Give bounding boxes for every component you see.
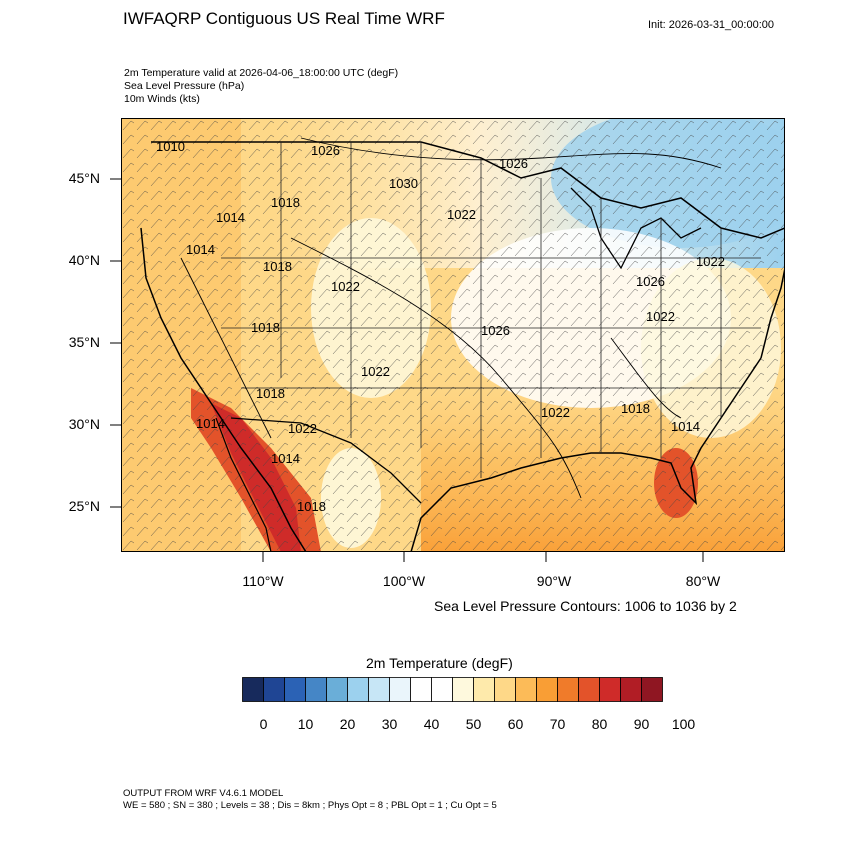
- map-frame: [121, 118, 785, 552]
- state-lines: [221, 142, 761, 478]
- colorbar-label: 80: [591, 716, 608, 732]
- colorbar-swatch: [515, 677, 537, 702]
- lat-label-45: 45°N: [68, 170, 100, 186]
- lon-label-90: 90°W: [536, 573, 572, 589]
- lat-label-30: 30°N: [68, 416, 100, 432]
- isobar-label: 1018: [271, 195, 300, 210]
- colorbar-swatch: [536, 677, 558, 702]
- colorbar-swatch: [431, 677, 453, 702]
- isobar-label: 1022: [646, 309, 675, 324]
- isobar-label: 1022: [541, 405, 570, 420]
- footer-config: WE = 580 ; SN = 380 ; Levels = 38 ; Dis …: [123, 800, 497, 811]
- isobar-label: 1018: [251, 320, 280, 335]
- weather-map: 1026 1026 1030 1022 1018 1014 1014 1010 …: [121, 118, 785, 552]
- great-lakes: [570, 187, 702, 270]
- coastline-west: [140, 227, 307, 552]
- colorbar-swatch: [410, 677, 432, 702]
- isobar-label: 1014: [196, 416, 225, 431]
- colorbar-swatch: [368, 677, 390, 702]
- coastline-baja: [215, 417, 272, 552]
- subtitle-pressure: Sea Level Pressure (hPa): [124, 80, 245, 92]
- colorbar-title: 2m Temperature (degF): [366, 655, 513, 671]
- lon-label-100: 100°W: [382, 573, 426, 589]
- colorbar-swatch: [494, 677, 516, 702]
- subtitle-winds: 10m Winds (kts): [124, 93, 200, 105]
- coastline-east: [760, 267, 785, 359]
- colorbar-label: 30: [381, 716, 398, 732]
- isobar-label: 1022: [696, 254, 725, 269]
- isobar-1018-east: [610, 337, 682, 419]
- isobar-1014-west: [180, 257, 272, 439]
- wind-barbs: [121, 118, 785, 552]
- colorbar-label: 40: [423, 716, 440, 732]
- isobar-label: 1026: [499, 156, 528, 171]
- colorbar-swatch: [242, 677, 264, 702]
- colorbar-swatch: [452, 677, 474, 702]
- isobar-label: 1018: [263, 259, 292, 274]
- lat-ticks: [110, 178, 121, 508]
- isobar-label: 1026: [481, 323, 510, 338]
- isobar-label: 1010: [156, 139, 185, 154]
- colorbar-swatch: [599, 677, 621, 702]
- isobar-label: 1026: [311, 143, 340, 158]
- lon-ticks: [262, 552, 704, 562]
- plot-title: IWFAQRP Contiguous US Real Time WRF: [123, 9, 445, 28]
- isobar-label: 1018: [297, 499, 326, 514]
- isobar-label: 1022: [447, 207, 476, 222]
- colorbar-swatch: [641, 677, 663, 702]
- colorbar-swatch: [578, 677, 600, 702]
- colorbar-swatch: [263, 677, 285, 702]
- lat-label-40: 40°N: [68, 252, 100, 268]
- subtitle-temperature: 2m Temperature valid at 2026-04-06_18:00…: [124, 67, 399, 79]
- colorbar-swatch: [305, 677, 327, 702]
- isobar-label: 1018: [621, 401, 650, 416]
- footer-model: OUTPUT FROM WRF V4.6.1 MODEL: [123, 788, 284, 799]
- isobar-label: 1014: [216, 210, 245, 225]
- colorbar-swatch: [389, 677, 411, 702]
- colorbar-swatch: [473, 677, 495, 702]
- colorbar-label: 10: [297, 716, 314, 732]
- colorbar-swatch: [620, 677, 642, 702]
- isobar-label: 1030: [389, 176, 418, 191]
- coastline-gulf: [410, 357, 762, 552]
- isobar-label: 1018: [256, 386, 285, 401]
- isobar-label: 1014: [271, 451, 300, 466]
- colorbar-swatch: [326, 677, 348, 702]
- colorbar-swatch: [557, 677, 579, 702]
- isobar-label: 1022: [288, 421, 317, 436]
- isobar-1022-central: [290, 237, 582, 499]
- lon-label-80: 80°W: [685, 573, 721, 589]
- colorbar-label: 20: [339, 716, 356, 732]
- lat-label-25: 25°N: [68, 498, 100, 514]
- colorbar-label: 0: [259, 716, 268, 732]
- contour-note: Sea Level Pressure Contours: 1006 to 103…: [434, 598, 737, 614]
- isobar-label: 1014: [186, 242, 215, 257]
- colorbar-label: 100: [671, 716, 696, 732]
- colorbar: [242, 677, 663, 702]
- init-time: Init: 2026-03-31_00:00:00: [648, 19, 774, 31]
- isobar-label: 1022: [361, 364, 390, 379]
- isobar-1026-north: [300, 137, 722, 169]
- colorbar-label: 90: [633, 716, 650, 732]
- isobar-label: 1022: [331, 279, 360, 294]
- lat-label-35: 35°N: [68, 334, 100, 350]
- colorbar-label: 60: [507, 716, 524, 732]
- colorbar-label: 50: [465, 716, 482, 732]
- lon-label-110: 110°W: [242, 573, 284, 589]
- isobar-label: 1014: [671, 419, 700, 434]
- colorbar-swatch: [284, 677, 306, 702]
- colorbar-swatch: [347, 677, 369, 702]
- isobar-label: 1026: [636, 274, 665, 289]
- colorbar-label: 70: [549, 716, 566, 732]
- us-mexico-border: [230, 417, 422, 504]
